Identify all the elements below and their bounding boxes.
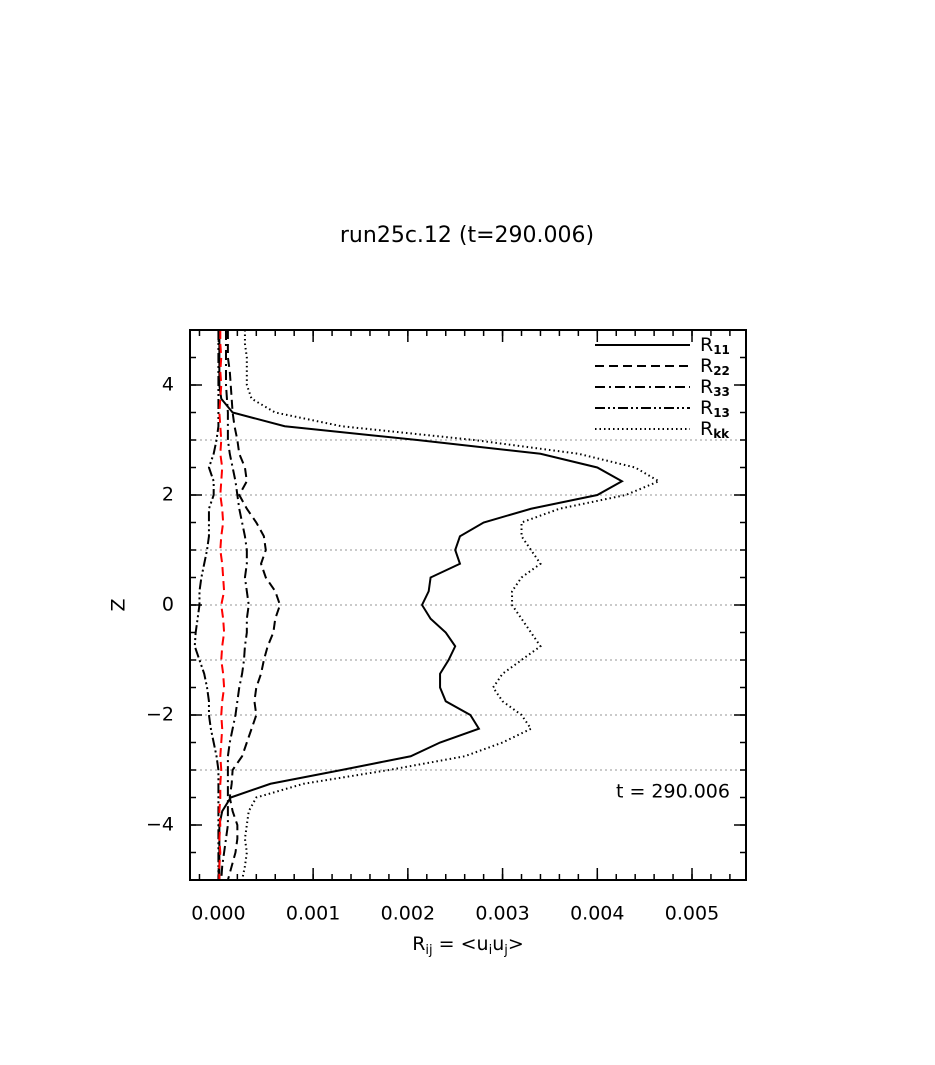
y-tick-label: −2 (146, 704, 174, 726)
plot-frame (189, 329, 747, 881)
x-tick-label: 0.000 (191, 903, 245, 925)
data-line (220, 330, 250, 881)
x-axis-label-part: u (492, 933, 504, 955)
x-tick-label: 0.001 (286, 903, 340, 925)
x-tick-label: 0.004 (570, 903, 624, 925)
x-axis-label-part: > (508, 933, 524, 955)
data-line (218, 330, 226, 880)
annotation: t = 290.006 (616, 781, 730, 803)
x-tick-label: 0.003 (475, 903, 529, 925)
y-tick-label: −4 (146, 814, 174, 836)
y-axis-label: Z (108, 598, 130, 611)
chart-title: run25c.12 (t=290.006) (340, 223, 594, 248)
x-tick-label: 0.002 (381, 903, 435, 925)
y-tick-label: 4 (162, 374, 174, 396)
x-axis-label-part: = <u (433, 933, 489, 955)
y-tick-label: 0 (162, 594, 174, 616)
data-line (218, 330, 624, 880)
legend-label: R13 (700, 397, 730, 420)
x-axis-label-part: R (412, 933, 425, 955)
y-tick-label: 2 (162, 484, 174, 506)
legend-label: R11 (700, 334, 730, 357)
x-axis-label: Rij = <uiuj> (412, 933, 524, 958)
x-tick-label: 0.005 (665, 903, 719, 925)
data-line (193, 330, 220, 880)
legend-label: Rkk (700, 418, 730, 441)
x-axis-label-part: ij (425, 943, 432, 958)
legend-label: R33 (700, 376, 730, 399)
x-axis-label-part: i (489, 943, 493, 958)
data-line (241, 330, 662, 881)
legend-label: R22 (700, 355, 730, 378)
data-line (226, 330, 282, 881)
x-axis-label-part: j (503, 943, 508, 958)
